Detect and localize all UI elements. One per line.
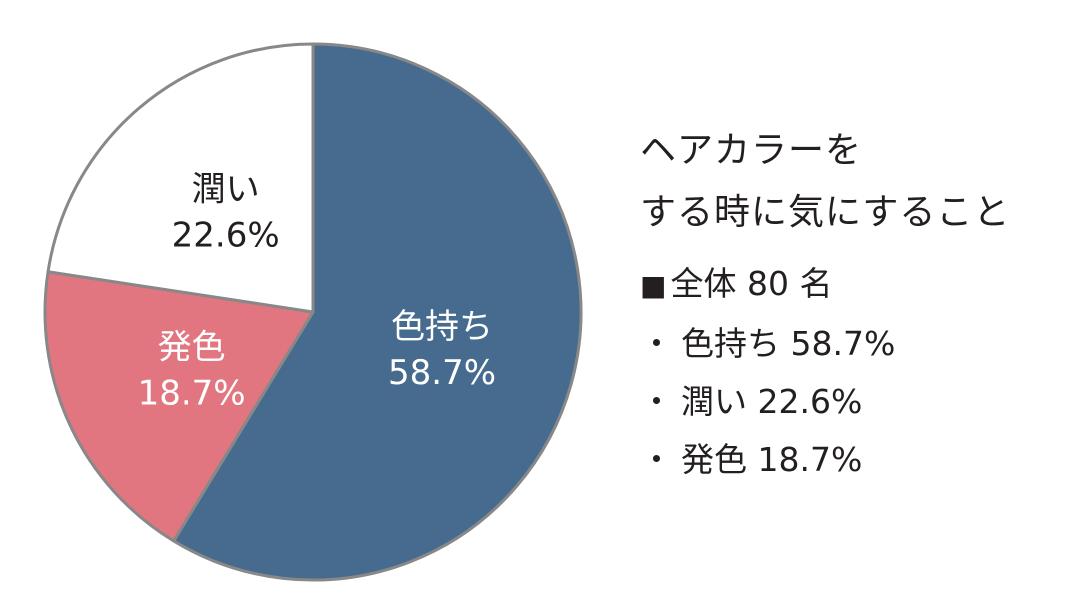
chart-title-line-1: ヘアカラーを	[640, 130, 863, 171]
legend-item-label: 潤い	[681, 382, 747, 421]
legend-item-value: 58.7%	[790, 324, 896, 363]
pie-slice-color-retention	[172, 42, 583, 582]
legend-item-label: 色持ち	[681, 324, 780, 363]
slice-label-color-development: 発色	[158, 328, 226, 368]
legend-item-color-development: ・発色 18.7%	[640, 440, 1070, 480]
slice-label-moisture: 潤い	[192, 169, 260, 209]
pie-slice-moisture	[46, 42, 315, 314]
legend-panel: ヘアカラーを する時に気にすること ■ 全体 80 名 ・色持ち 58.7% ・潤…	[640, 120, 1070, 480]
bullet-icon: ・	[640, 324, 673, 363]
legend-item-value: 18.7%	[757, 440, 863, 479]
legend-item-color-retention: ・色持ち 58.7%	[640, 324, 1070, 364]
slice-value-moisture: 22.6%	[172, 215, 280, 255]
pie-chart: 色持ち 58.7% 発色 18.7% 潤い 22.6%	[43, 42, 583, 582]
legend-item-label: 発色	[681, 440, 747, 479]
legend-item-value: 22.6%	[757, 382, 863, 421]
bullet-icon: ・	[640, 382, 673, 421]
slice-value-color-development: 18.7%	[138, 374, 246, 414]
legend-total: ■ 全体 80 名	[640, 264, 1070, 306]
pie-slice-color-development	[43, 270, 315, 543]
slice-label-color-retention: 色持ち	[391, 307, 493, 347]
legend-total-label: 全体 80 名	[670, 264, 833, 303]
chart-title-line-2: する時に気にすること	[640, 192, 1011, 233]
square-marker-icon: ■	[640, 269, 667, 302]
bullet-icon: ・	[640, 440, 673, 479]
legend-item-moisture: ・潤い 22.6%	[640, 382, 1070, 422]
slice-value-color-retention: 58.7%	[388, 353, 496, 393]
